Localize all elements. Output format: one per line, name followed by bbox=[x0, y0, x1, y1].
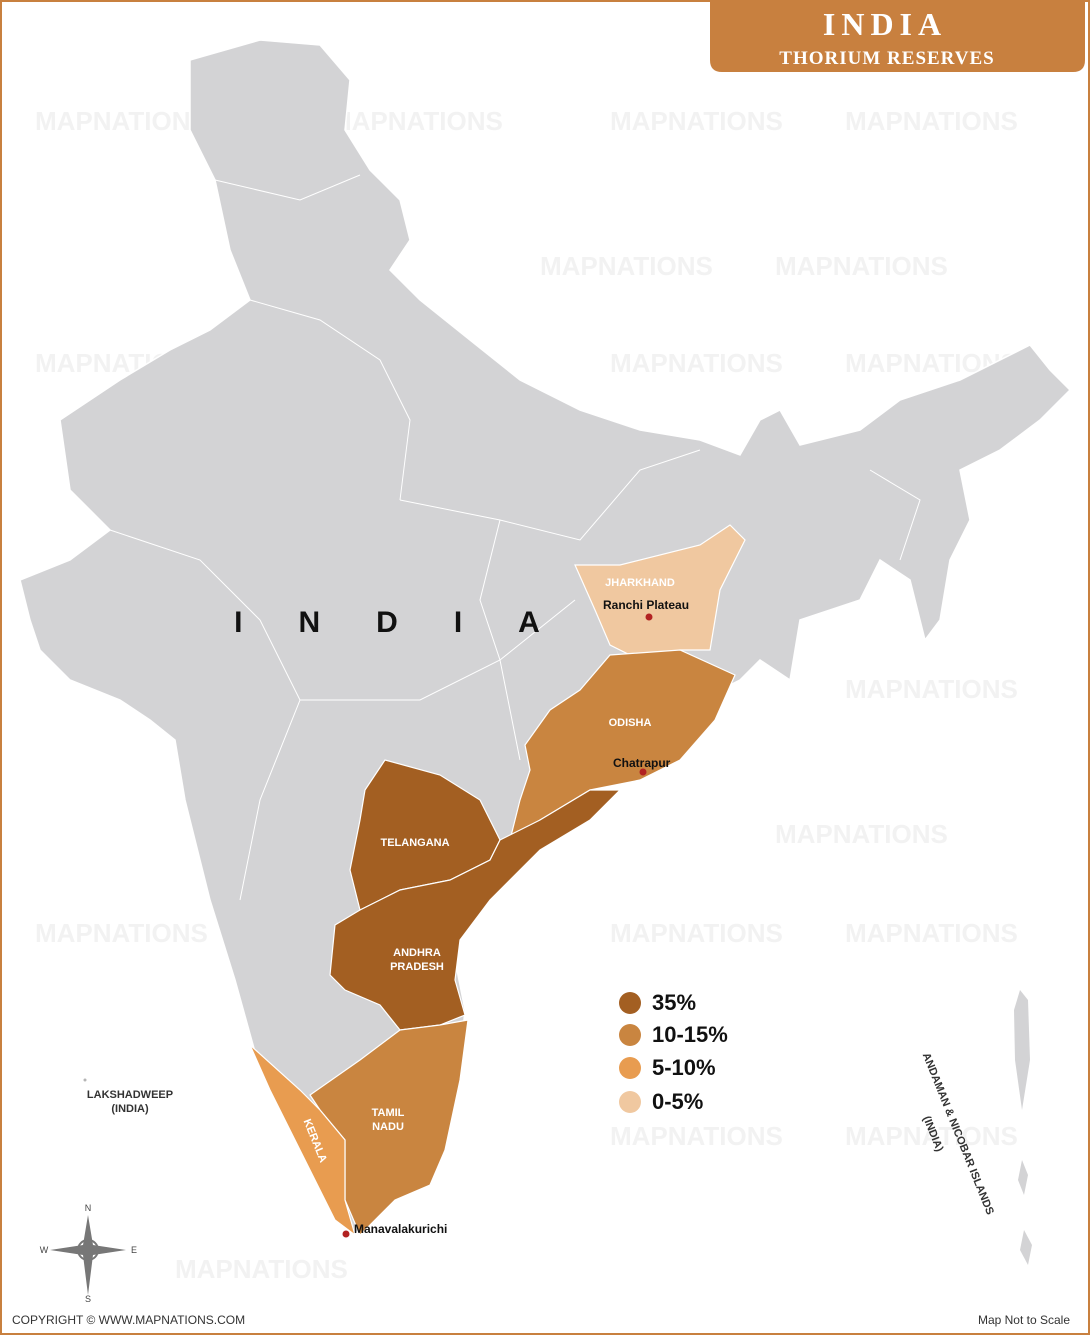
region-label: ODISHA bbox=[609, 717, 652, 729]
region-label: TAMIL bbox=[372, 1107, 405, 1119]
watermark: MAPNATIONS bbox=[845, 918, 1018, 948]
legend-label: 35% bbox=[652, 990, 696, 1015]
island-label: (INDIA) bbox=[111, 1103, 149, 1115]
watermark: MAPNATIONS bbox=[35, 106, 208, 136]
title-box bbox=[710, 0, 1085, 72]
region-label: JHARKHAND bbox=[605, 577, 675, 589]
border bbox=[249, 299, 411, 501]
watermark: MAPNATIONS bbox=[775, 251, 948, 281]
watermark: MAPNATIONS bbox=[610, 918, 783, 948]
andaman-islands bbox=[1014, 990, 1032, 1265]
region-label: ANDHRA bbox=[393, 947, 441, 959]
watermark: MAPNATIONS bbox=[610, 1121, 783, 1151]
island bbox=[1014, 990, 1030, 1110]
legend-label: 10-15% bbox=[652, 1022, 728, 1047]
border bbox=[300, 599, 576, 701]
copyright: COPYRIGHT © WWW.MAPNATIONS.COM bbox=[12, 1313, 245, 1327]
compass-label: E bbox=[131, 1245, 137, 1255]
compass: N E S W bbox=[40, 1203, 137, 1304]
watermark: MAPNATIONS bbox=[845, 106, 1018, 136]
legend-swatch bbox=[619, 1091, 641, 1113]
border bbox=[399, 449, 701, 541]
watermark: MAPNATIONS bbox=[610, 348, 783, 378]
watermark: MAPNATIONS bbox=[540, 251, 713, 281]
scale-note: Map Not to Scale bbox=[978, 1313, 1070, 1327]
watermark: MAPNATIONS bbox=[845, 674, 1018, 704]
region-jharkhand bbox=[574, 524, 746, 661]
place-label: Ranchi Plateau bbox=[603, 598, 689, 612]
island bbox=[1018, 1160, 1028, 1195]
border bbox=[479, 519, 521, 761]
place-dot bbox=[342, 1230, 350, 1238]
border bbox=[214, 174, 361, 201]
watermark: MAPNATIONS bbox=[35, 918, 208, 948]
island bbox=[1020, 1230, 1032, 1265]
watermark: MAPNATIONS bbox=[775, 819, 948, 849]
border bbox=[109, 529, 301, 901]
place-dot bbox=[639, 768, 647, 776]
watermark: MAPNATIONS bbox=[610, 106, 783, 136]
watermark: MAPNATIONS bbox=[175, 1254, 348, 1284]
india-landmass bbox=[19, 39, 1072, 1237]
island-label: LAKSHADWEEP bbox=[87, 1089, 173, 1101]
legend-label: 0-5% bbox=[652, 1089, 703, 1114]
legend-label: 5-10% bbox=[652, 1055, 716, 1080]
island bbox=[83, 1078, 87, 1082]
compass-rose bbox=[50, 1215, 126, 1295]
region-label: NADU bbox=[372, 1121, 404, 1133]
legend-swatch bbox=[619, 1024, 641, 1046]
compass-label: W bbox=[40, 1245, 49, 1255]
place-label: Manavalakurichi bbox=[354, 1222, 447, 1236]
legend-swatch bbox=[619, 992, 641, 1014]
legend: 35% 10-15% 5-10% 0-5% bbox=[619, 990, 728, 1114]
region-tamil-nadu bbox=[309, 1019, 469, 1237]
title: INDIA bbox=[823, 6, 947, 42]
region-label: PRADESH bbox=[390, 961, 444, 973]
place-dot bbox=[645, 613, 653, 621]
compass-label: S bbox=[85, 1294, 91, 1304]
place-label: Chatrapur bbox=[613, 756, 671, 770]
watermark: MAPNATIONS bbox=[845, 1121, 1018, 1151]
state-borders bbox=[109, 174, 921, 901]
region-kerala bbox=[249, 1044, 357, 1237]
region-label: TELANGANA bbox=[380, 837, 449, 849]
compass-ring bbox=[77, 1239, 99, 1261]
country-label: INDIA bbox=[234, 606, 596, 639]
watermark: MAPNATIONS bbox=[330, 106, 503, 136]
border bbox=[869, 469, 921, 561]
legend-swatch bbox=[619, 1057, 641, 1079]
compass-label: N bbox=[85, 1203, 92, 1213]
subtitle: THORIUM RESERVES bbox=[779, 48, 994, 69]
